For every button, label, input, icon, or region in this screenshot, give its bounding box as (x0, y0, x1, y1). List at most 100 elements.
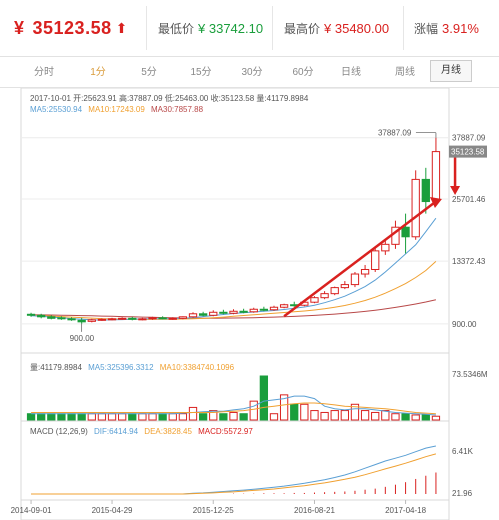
candle-body (158, 317, 167, 320)
volume-bar (360, 410, 370, 421)
volume-bar (300, 403, 309, 421)
volume-bar (128, 413, 137, 421)
candle-body (178, 316, 188, 319)
tab-monthly[interactable]: 月线 (430, 60, 472, 82)
x-tick-label: 2017-04-18 (385, 506, 426, 515)
change-value: 3.91% (442, 20, 479, 36)
volume-bar (178, 413, 188, 421)
candle (178, 316, 188, 320)
volume-bar (67, 413, 76, 421)
candle (381, 238, 390, 255)
current-price-tag (449, 145, 487, 158)
min-price-annotation: 900.00 (70, 334, 95, 343)
candle-body (411, 178, 420, 238)
candle (168, 317, 177, 320)
high-price-value: ¥ 35480.00 (324, 20, 390, 36)
candle (67, 317, 76, 321)
volume-bar (391, 413, 400, 421)
ma10-line (31, 261, 437, 320)
candle-body (37, 314, 46, 318)
volume-bar (350, 403, 360, 421)
candle (128, 316, 137, 321)
volume-bar (269, 413, 279, 421)
candle-body (269, 306, 279, 311)
candle-body (26, 313, 36, 316)
tab-weekly[interactable]: 周线 (395, 67, 415, 78)
candle-body (431, 151, 441, 201)
x-tick-label: 2016-08-21 (294, 506, 335, 515)
volume-bar (158, 413, 167, 421)
current-price-label: 35123.58 (451, 148, 485, 157)
volume-bar (87, 413, 96, 421)
candle (310, 296, 319, 304)
candle-body (209, 311, 218, 316)
candle (107, 317, 117, 321)
candle-body (320, 293, 329, 299)
macd-dif: DIF:6414.94 (94, 427, 139, 436)
price-tick-label: 37887.09 (452, 134, 486, 143)
volume-bar (249, 400, 258, 421)
candle (158, 316, 167, 320)
tab-60min[interactable]: 60分 (292, 67, 314, 78)
candle-body (371, 250, 380, 270)
price-header: ¥ 35123.58 ⬆ 最低价 ¥ 33742.10 最高价 ¥ 35480.… (0, 0, 499, 57)
macd-axis-bottom: 21.96 (452, 489, 473, 498)
tab-daily[interactable]: 日线 (341, 67, 361, 78)
candle-body (107, 318, 117, 321)
ma30-line (31, 299, 437, 319)
volume-bar (26, 413, 36, 421)
candle (239, 308, 248, 314)
tab-fenshi[interactable]: 分时 (34, 67, 54, 78)
candle (26, 312, 36, 317)
candle (259, 306, 269, 312)
volume-bar (340, 410, 349, 421)
volume-bar (371, 411, 380, 421)
candle-body (340, 284, 349, 289)
volume-bar (330, 410, 339, 421)
ma-info: MA5:25530.94 MA10:17243.09 MA30:7857.88 (30, 105, 204, 114)
candle-body (128, 317, 137, 320)
candle-body (350, 273, 360, 286)
candle-body (67, 318, 76, 321)
candle-body (381, 243, 390, 252)
candle (198, 311, 208, 317)
candle (138, 317, 147, 321)
tab-5min[interactable]: 5分 (141, 67, 157, 78)
volume-bar (97, 413, 107, 421)
current-price: ¥ 35123.58 ⬆ (14, 0, 127, 56)
x-tick-label: 2015-12-25 (193, 506, 234, 515)
volume-axis-label: 73.5346M (452, 370, 488, 379)
tab-30min[interactable]: 30分 (241, 67, 263, 78)
macd-value: MACD:5572.97 (198, 427, 253, 436)
price-tick-label: 900.00 (452, 320, 477, 329)
volume-bar (401, 413, 410, 421)
volume-bar (259, 375, 269, 421)
low-price-label: 最低价 (158, 21, 195, 36)
candle (279, 303, 289, 309)
volume-bar (431, 415, 441, 421)
high-price-label: 最高价 (284, 21, 321, 36)
macd-dea: DEA:3828.45 (144, 427, 192, 436)
candle-body (249, 308, 258, 313)
volume-ma10-line (31, 402, 436, 415)
volume-bar (290, 403, 299, 421)
candle (421, 167, 430, 214)
candle (269, 305, 279, 311)
candle-body (259, 308, 269, 311)
volume-bar (411, 414, 420, 421)
volume-ma10: MA10:3384740.1096 (160, 363, 235, 372)
candle-body (401, 226, 410, 238)
candle-body (97, 318, 107, 321)
tab-1min[interactable]: 1分 (90, 67, 106, 78)
candle (57, 316, 66, 320)
chart-frame (20, 88, 450, 520)
currency-symbol: ¥ (14, 17, 25, 38)
candle (209, 310, 218, 317)
tab-15min[interactable]: 15分 (190, 67, 212, 78)
candle (229, 309, 238, 315)
volume-info: 量:41179.8984 MA5:325396.3312 MA10:338474… (30, 363, 235, 372)
price-tick-label: 13372.43 (452, 257, 486, 266)
candle-body (229, 310, 238, 314)
candle (340, 281, 349, 290)
candle (249, 307, 258, 313)
